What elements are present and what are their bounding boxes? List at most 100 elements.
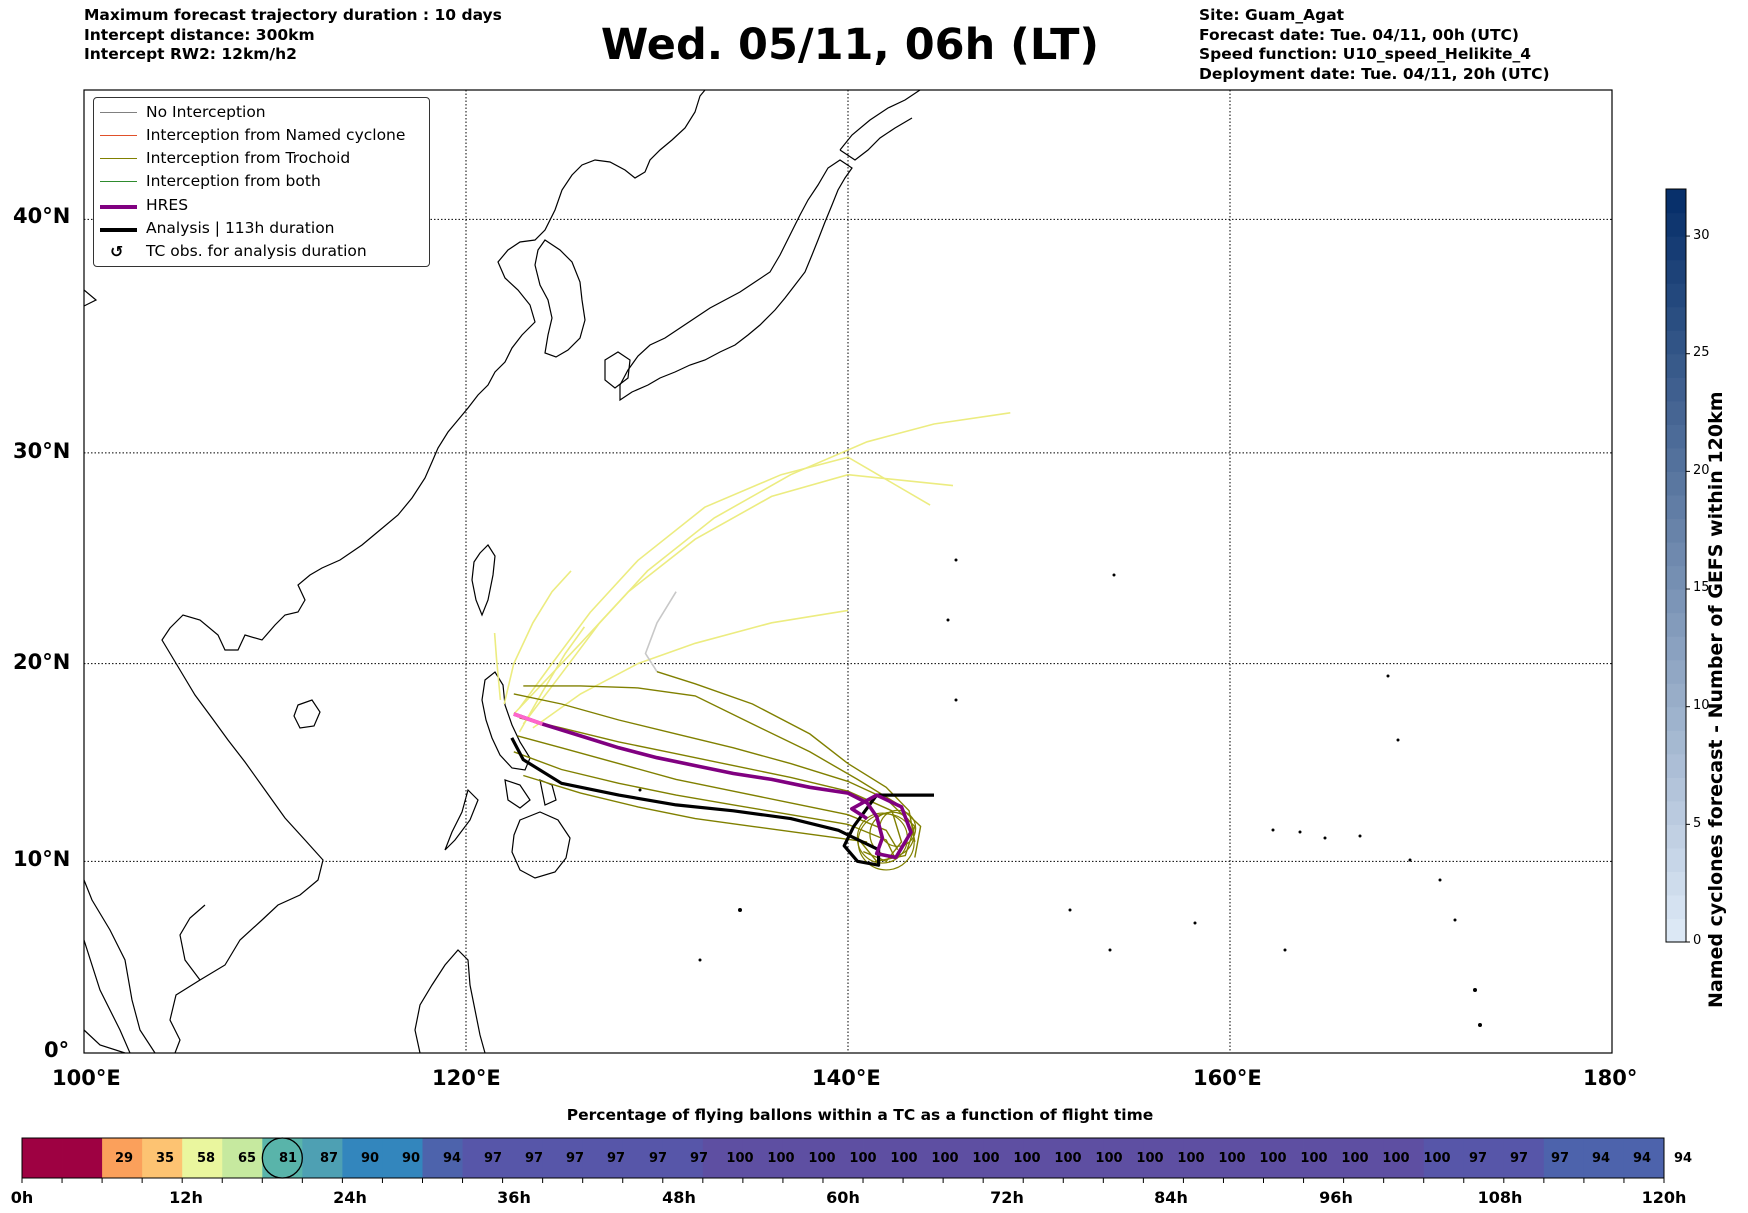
coast-mindanao [511,811,571,879]
coast-kyushu [604,351,631,389]
legend-item-no-interception: No Interception [94,102,429,124]
timeline-value: 100 [1013,1151,1041,1166]
colorbar-tick: 5 [1693,816,1702,831]
timeline-value: 100 [972,1151,1000,1166]
timeline-cell [1623,1138,1665,1178]
timeline-value: 100 [1341,1151,1369,1166]
coast-borneo [414,949,486,1053]
island-dot [1478,1023,1482,1027]
legend-item-tc-obs: ↺ TC obs. for analysis duration [94,241,429,263]
timeline-cell [1583,1138,1625,1178]
colorbar-tick: 30 [1693,228,1710,243]
timeline-value: 97 [1550,1151,1570,1166]
timeline-tick: 12h [169,1188,203,1207]
timeline-value: 97 [1468,1151,1488,1166]
legend-label: Interception from Trochoid [146,149,351,167]
legend-swatch [100,228,137,232]
timeline-cell [662,1138,704,1178]
timeline-cell [1383,1138,1425,1178]
timeline-cell [983,1138,1024,1178]
intercept-rw2-text: Intercept RW2: 12km/h2 [84,45,297,63]
coast-taiwan [471,544,496,617]
speed-function-text: Speed function: U10_speed_Helikite_4 [1199,45,1532,63]
timeline-value: 97 [606,1151,626,1166]
deployment-date-text: Deployment date: Tue. 04/11, 20h (UTC) [1199,64,1550,83]
header-left: Maximum forecast trajectory duration : 1… [84,6,502,65]
hres-trajectory [513,712,913,860]
timeline-value: 58 [196,1151,216,1166]
timeline-value: 97 [524,1151,544,1166]
colorbar-step [1666,189,1686,214]
island-dot [946,618,950,622]
yellow-trajectory [522,412,1011,725]
legend-label: TC obs. for analysis duration [146,242,367,260]
island-dot [1112,573,1116,577]
timeline-value: 97 [565,1151,585,1166]
timeline-cell [1343,1138,1385,1178]
legend-swatch [100,158,137,159]
island-dot [1386,674,1390,678]
lon-label-100: 100°E [52,1066,121,1090]
colorbar-step [1666,753,1686,778]
timeline-cell [382,1138,423,1178]
timeline-value: 97 [689,1151,709,1166]
timeline-tick: 48h [662,1188,696,1207]
island-dot [1408,858,1412,862]
island-dot [1473,988,1477,992]
header-right: Site: Guam_Agat Forecast date: Tue. 04/1… [1199,6,1550,84]
forecast-date-text: Forecast date: Tue. 04/11, 00h (UTC) [1199,25,1520,44]
timeline-value: 90 [401,1151,421,1166]
trochoid-trajectory [523,685,922,858]
timeline-tick: 108h [1477,1188,1523,1207]
colorbar-step [1666,777,1686,802]
lat-label-40: 40°N [13,204,71,228]
lon-label-180: 180° [1583,1066,1638,1090]
legend-swatch [100,112,137,113]
timeline-value: 100 [726,1151,754,1166]
legend-swatch [100,205,137,209]
timeline-cell [22,1138,63,1178]
legend-swatch [100,135,137,136]
timeline-value: 100 [1423,1151,1451,1166]
lon-label-140: 140°E [812,1066,881,1090]
timeline-bar [21,1137,1665,1183]
timeline-cell [542,1138,584,1178]
colorbar-step [1666,283,1686,308]
legend-item-both: Interception from both [94,171,429,193]
timeline-value: 87 [319,1151,339,1166]
lon-label-120: 120°E [432,1066,501,1090]
legend-label: Analysis | 113h duration [146,219,335,237]
timeline-cell [702,1138,744,1178]
colorbar-frame [1665,188,1687,943]
timeline-value: 94 [1632,1151,1652,1166]
timeline-highlight [261,1137,303,1179]
colorbar-tick: 10 [1693,698,1710,713]
timeline-cell [1543,1138,1585,1178]
timeline-cell [1023,1138,1064,1178]
yellow-trajectory [513,473,954,715]
lon-label-160: 160°E [1193,1066,1262,1090]
colorbar-step [1666,824,1686,849]
lat-label-0: 0° [44,1038,70,1062]
timeline-value: 94 [442,1151,462,1166]
colorbar [1665,188,1690,943]
timeline-value: 35 [155,1151,175,1166]
legend-item-trochoid: Interception from Trochoid [94,148,429,170]
timeline-value: 90 [360,1151,380,1166]
timeline-value: 100 [808,1151,836,1166]
timeline-value: 100 [1218,1151,1246,1166]
coastlines [84,90,921,1053]
legend-label: No Interception [146,103,266,121]
colorbar-step [1666,918,1686,943]
colorbar-step [1666,636,1686,661]
timeline-cell [1223,1138,1264,1178]
timeline-tick: 60h [826,1188,860,1207]
legend-item-named-cyclone: Interception from Named cyclone [94,125,429,147]
timeline-value: 100 [1095,1151,1123,1166]
colorbar-step [1666,400,1686,425]
trochoid-trajectory [513,693,916,863]
timeline-value: 100 [1054,1151,1082,1166]
island-dot [1068,908,1072,912]
timeline-cell [822,1138,864,1178]
colorbar-step [1666,259,1686,284]
